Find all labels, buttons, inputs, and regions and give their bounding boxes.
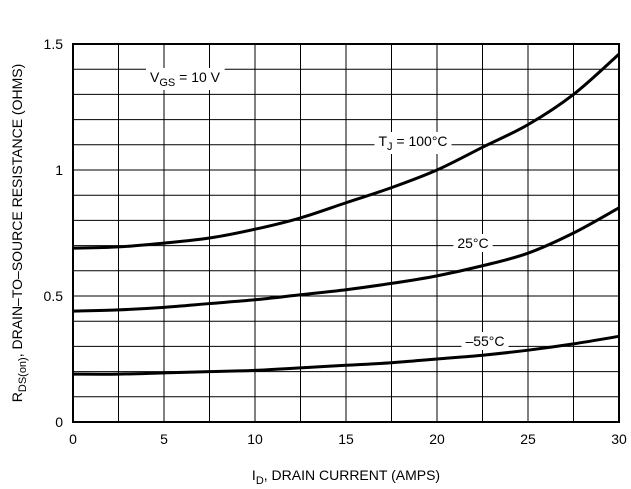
x-tick-label: 15 bbox=[338, 431, 354, 447]
x-axis-label-prefix: I bbox=[252, 467, 256, 483]
y-tick-label: 1 bbox=[55, 162, 63, 178]
series-line-1 bbox=[72, 52, 620, 250]
series-label-1: TJ = 100°C bbox=[374, 132, 452, 154]
series-label-1-text: TJ = 100°C bbox=[378, 133, 447, 153]
y-axis-label-suffix: , DRAIN–TO–SOURCE RESISTANCE (OHMS) bbox=[9, 64, 25, 358]
y-tick-label: 0.5 bbox=[44, 288, 64, 304]
series-label-3-background bbox=[461, 332, 509, 350]
y-axis-label: RDS(on), DRAIN–TO–SOURCE RESISTANCE (OHM… bbox=[9, 64, 29, 403]
curves bbox=[72, 52, 620, 376]
series-label-3-text: –55°C bbox=[465, 333, 504, 349]
x-tick-label: 10 bbox=[247, 431, 263, 447]
x-tick-label: 30 bbox=[611, 431, 627, 447]
plot-frame bbox=[72, 43, 620, 423]
x-tick-label: 5 bbox=[160, 431, 168, 447]
x-tick-label: 25 bbox=[520, 431, 536, 447]
x-axis-label: ID, DRAIN CURRENT (AMPS) bbox=[252, 467, 440, 487]
series-label-2-background bbox=[453, 234, 493, 252]
annotations: VGS = 10 V TJ = 100°C 25°C –55°C bbox=[145, 68, 509, 350]
vgs-condition-label-background bbox=[145, 68, 225, 90]
y-axis-label-prefix: R bbox=[9, 392, 25, 402]
series-label-2-text: 25°C bbox=[457, 235, 488, 251]
vgs-condition-label-text: VGS = 10 V bbox=[150, 69, 221, 89]
x-axis-label-suffix: , DRAIN CURRENT (AMPS) bbox=[264, 467, 440, 483]
series-label-3: –55°C bbox=[461, 332, 509, 350]
series-line-2 bbox=[72, 206, 620, 313]
x-axis-label-sub: D bbox=[256, 475, 264, 487]
y-tick-label: 0 bbox=[55, 414, 63, 430]
y-tick-labels: 0 0.5 1 1.5 bbox=[44, 36, 64, 430]
x-tick-labels: 0 5 10 15 20 25 30 bbox=[69, 431, 627, 447]
y-axis-label-sub: DS(on) bbox=[17, 357, 29, 392]
x-tick-label: 0 bbox=[69, 431, 77, 447]
series-label-2: 25°C bbox=[453, 234, 493, 252]
vgs-condition-label: VGS = 10 V bbox=[145, 68, 225, 90]
x-tick-label: 20 bbox=[429, 431, 445, 447]
series-label-1-background bbox=[374, 132, 452, 154]
series-line-3 bbox=[72, 334, 620, 376]
y-tick-label: 1.5 bbox=[44, 36, 64, 52]
